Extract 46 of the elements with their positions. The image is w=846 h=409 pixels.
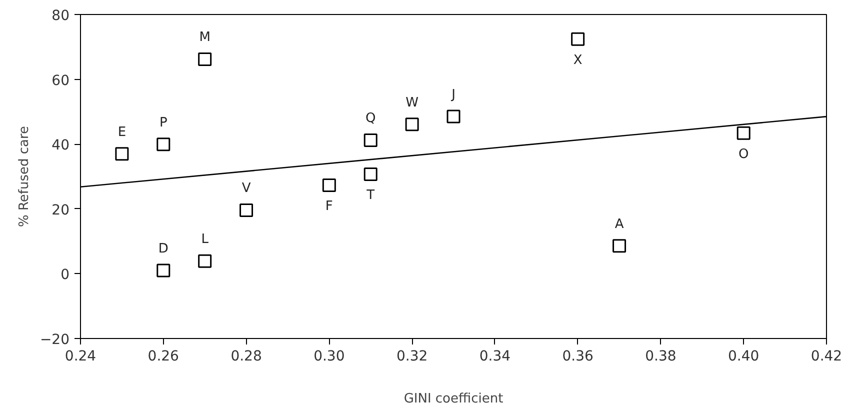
annotation: T xyxy=(366,188,375,204)
point xyxy=(240,203,254,217)
point xyxy=(364,167,378,181)
annotation: O xyxy=(738,147,749,162)
point xyxy=(156,138,170,152)
y-tick-label: 20 xyxy=(52,202,70,218)
x-tick-label: 0.36 xyxy=(562,348,594,364)
x-tick-label: 0.30 xyxy=(314,348,345,364)
point xyxy=(156,264,170,278)
annotation: D xyxy=(158,241,168,256)
annotation: V xyxy=(242,181,251,196)
y-axis-title: % Refused care xyxy=(16,126,32,228)
point xyxy=(612,239,626,253)
y-tick-label: 60 xyxy=(52,72,70,89)
point xyxy=(364,133,378,147)
point xyxy=(446,110,460,124)
y-tick-label: 0 xyxy=(60,267,70,284)
annotation: A xyxy=(614,216,624,232)
annotation: M xyxy=(199,30,210,46)
annotation: J xyxy=(450,88,456,103)
point xyxy=(736,126,750,140)
annotation: P xyxy=(159,115,168,130)
point xyxy=(571,32,585,46)
annotation: Q xyxy=(365,111,376,126)
point xyxy=(198,254,212,268)
point xyxy=(198,52,212,66)
y-tick-label: 80 xyxy=(52,8,70,24)
annotation: W xyxy=(406,95,419,110)
x-tick-label: 0.28 xyxy=(230,348,262,364)
point xyxy=(405,118,419,132)
annotation: F xyxy=(325,199,333,214)
x-tick-label: 0.32 xyxy=(396,348,428,364)
x-tick-label: 0.42 xyxy=(810,348,842,364)
x-tick-label: 0.34 xyxy=(479,348,511,364)
x-tick-label: 0.26 xyxy=(148,348,180,364)
y-tick-label: −20 xyxy=(40,332,70,348)
x-tick-label: 0.24 xyxy=(64,348,96,364)
annotation: E xyxy=(118,124,126,140)
annotation: L xyxy=(201,232,210,248)
x-axis-title: GINI coefficient xyxy=(404,392,504,406)
y-tick-label: 40 xyxy=(52,138,70,154)
x-tick-label: 0.38 xyxy=(645,348,676,364)
point xyxy=(115,147,129,161)
annotation: X xyxy=(573,53,582,68)
x-tick-label: 0.40 xyxy=(728,348,760,364)
point xyxy=(322,178,336,192)
